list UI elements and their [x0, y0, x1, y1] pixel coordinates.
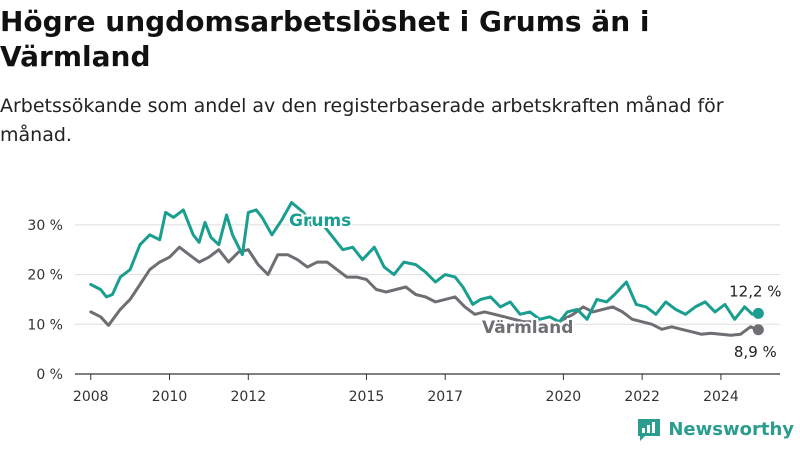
newsworthy-brand: Newsworthy — [636, 414, 794, 444]
varmland-series-label: Värmland — [482, 318, 573, 338]
x-tick-label: 2015 — [349, 389, 385, 405]
y-tick-label: 0 % — [36, 367, 63, 383]
grums-series-label: Grums — [289, 211, 351, 231]
varmland-line — [89, 245, 760, 337]
newsworthy-logo-icon — [638, 419, 661, 441]
varmland-end-point — [752, 324, 764, 336]
x-tick-label: 2024 — [703, 389, 739, 405]
grums-end-point — [752, 307, 764, 319]
x-tick-label: 2022 — [624, 389, 660, 405]
x-tick-label: 2017 — [427, 389, 463, 405]
y-tick-label: 20 % — [27, 268, 63, 284]
y-tick-label: 10 % — [27, 317, 63, 333]
x-tick-label: 2012 — [230, 389, 266, 405]
chart-title: Högre ungdomsarbetslöshet i Grums än i V… — [0, 5, 650, 73]
grums-end-label: 12,2 % — [729, 282, 781, 300]
x-tick-label: 2008 — [73, 389, 109, 405]
x-tick-label: 2010 — [152, 389, 188, 405]
brand-name: Newsworthy — [668, 418, 794, 440]
varmland-end-label: 8,9 % — [734, 343, 777, 361]
x-tick-label: 2020 — [546, 389, 582, 405]
grums-line — [89, 201, 760, 324]
chart-subtitle: Arbetssökande som andel av den registerb… — [0, 95, 724, 146]
y-tick-label: 30 % — [27, 218, 63, 234]
